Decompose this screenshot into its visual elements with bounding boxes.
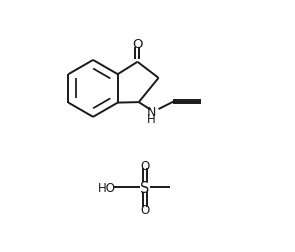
Text: O: O xyxy=(132,38,142,51)
Text: N: N xyxy=(147,106,156,118)
Text: O: O xyxy=(140,203,150,216)
Text: H: H xyxy=(147,112,156,125)
Text: O: O xyxy=(140,159,150,172)
Text: HO: HO xyxy=(98,181,116,194)
Text: S: S xyxy=(140,180,150,195)
